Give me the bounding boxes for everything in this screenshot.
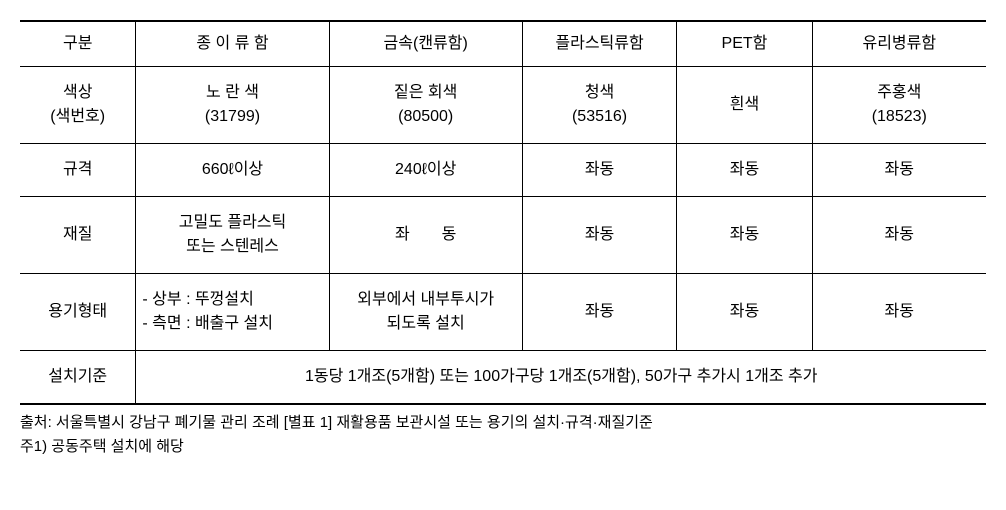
cell-line: 고밀도 플라스틱 [179,214,287,231]
cell-shape-glass: 좌동 [812,274,986,351]
cell-shape-plastic: 좌동 [522,274,677,351]
cell-size-metal: 240ℓ이상 [329,144,522,197]
cell-color-metal: 짙은 회색 (80500) [329,67,522,144]
cell-line: (80500) [398,108,453,125]
table-container: 구분 종 이 류 함 금속(캔류함) 플라스틱류함 PET함 유리병류함 색상 … [20,20,986,459]
cell-line: 또는 스텐레스 [186,238,279,255]
table-row: 색상 (색번호) 노 란 색 (31799) 짙은 회색 (80500) 청색 … [20,67,986,144]
cell-line: 청색 [585,84,614,101]
cell-line: (18523) [872,108,927,125]
cell-color-pet: 흰색 [677,67,812,144]
cell-shape-metal: 외부에서 내부투시가 되도록 설치 [329,274,522,351]
cell-material-metal: 좌 동 [329,197,522,274]
cell-install-merged: 1동당 1개조(5개함) 또는 100가구당 1개조(5개함), 50가구 추가… [136,351,986,405]
table-header-row: 구분 종 이 류 함 금속(캔류함) 플라스틱류함 PET함 유리병류함 [20,21,986,67]
footnote-source: 출처: 서울특별시 강남구 폐기물 관리 조례 [별표 1] 재활용품 보관시설… [20,411,986,435]
col-header-glass: 유리병류함 [812,21,986,67]
cell-line: 노 란 색 [206,84,259,101]
cell-line: (53516) [572,108,627,125]
table-row: 설치기준 1동당 1개조(5개함) 또는 100가구당 1개조(5개함), 50… [20,351,986,405]
cell-size-plastic: 좌동 [522,144,677,197]
cell-line: 주홍색 [877,84,921,101]
row-label-color: 색상 (색번호) [20,67,136,144]
cell-shape-pet: 좌동 [677,274,812,351]
cell-line: 외부에서 내부투시가 [357,291,494,308]
row-label-install: 설치기준 [20,351,136,405]
table-row: 재질 고밀도 플라스틱 또는 스텐레스 좌 동 좌동 좌동 좌동 [20,197,986,274]
cell-material-paper: 고밀도 플라스틱 또는 스텐레스 [136,197,329,274]
col-header-plastic: 플라스틱류함 [522,21,677,67]
cell-line: (31799) [205,108,260,125]
cell-size-paper: 660ℓ이상 [136,144,329,197]
recycling-standards-table: 구분 종 이 류 함 금속(캔류함) 플라스틱류함 PET함 유리병류함 색상 … [20,20,986,405]
col-header-pet: PET함 [677,21,812,67]
cell-size-glass: 좌동 [812,144,986,197]
cell-shape-paper: - 상부 : 뚜껑설치 - 측면 : 배출구 설치 [136,274,329,351]
row-label-shape: 용기형태 [20,274,136,351]
cell-color-glass: 주홍색 (18523) [812,67,986,144]
cell-color-plastic: 청색 (53516) [522,67,677,144]
col-header-metal: 금속(캔류함) [329,21,522,67]
col-header-paper: 종 이 류 함 [136,21,329,67]
cell-line: 되도록 설치 [387,315,465,332]
cell-material-pet: 좌동 [677,197,812,274]
footnote-note1: 주1) 공동주택 설치에 해당 [20,435,986,459]
row-label-size: 규격 [20,144,136,197]
table-row: 규격 660ℓ이상 240ℓ이상 좌동 좌동 좌동 [20,144,986,197]
footnotes: 출처: 서울특별시 강남구 폐기물 관리 조례 [별표 1] 재활용품 보관시설… [20,411,986,459]
cell-size-pet: 좌동 [677,144,812,197]
cell-line: - 상부 : 뚜껑설치 [142,291,253,308]
row-label-material: 재질 [20,197,136,274]
label-line: 색상 [63,84,92,101]
cell-line: - 측면 : 배출구 설치 [142,315,273,332]
label-line: (색번호) [50,108,105,125]
col-header-category: 구분 [20,21,136,67]
table-row: 용기형태 - 상부 : 뚜껑설치 - 측면 : 배출구 설치 외부에서 내부투시… [20,274,986,351]
cell-material-plastic: 좌동 [522,197,677,274]
cell-color-paper: 노 란 색 (31799) [136,67,329,144]
cell-line: 짙은 회색 [394,84,457,101]
cell-material-glass: 좌동 [812,197,986,274]
